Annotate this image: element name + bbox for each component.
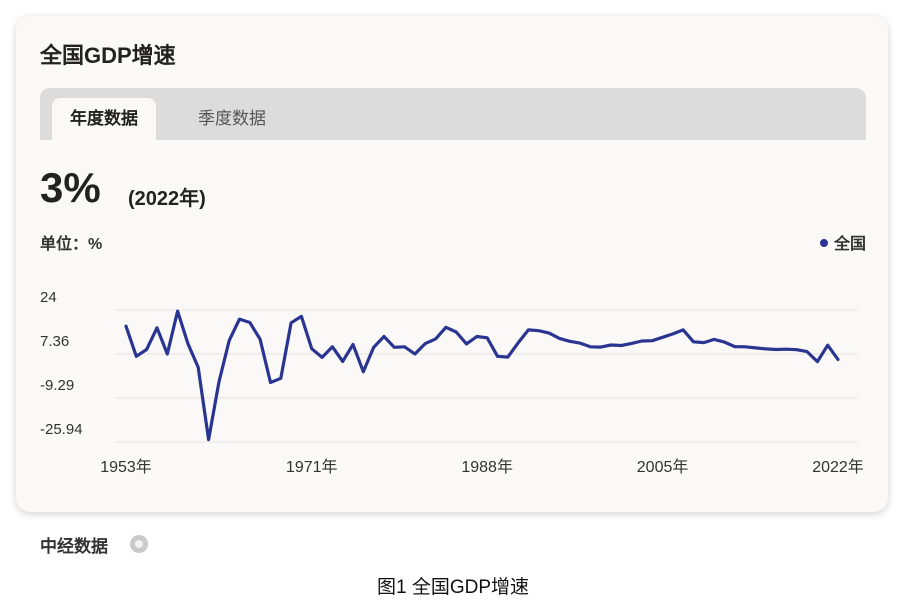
gdp-line-chart: 24 7.36 -9.29 -25.94 1953年 1971年 1988年 2005年 202… [40,289,864,476]
tab-quarterly-data[interactable]: 季度数据 [198,109,266,128]
x-tick-label: 1988年 [461,458,513,476]
tab-annual-data[interactable]: 年度数据 [52,98,156,140]
gdp-growth-card: 全国GDP增速 年度数据 季度数据 3% (2022年) 单位：% 全国 24 7… [16,16,888,512]
legend-marker [819,238,828,247]
y-tick-label: 7.36 [40,333,69,350]
card-title: 全国GDP增速 [40,43,176,68]
x-tick-label: 2005年 [637,458,689,476]
y-tick-label: 24 [40,289,57,306]
y-tick-label: -9.29 [40,377,74,394]
unit-label: 单位：% [40,236,103,253]
headline-value: 3% [40,164,101,211]
x-tick-label: 1953年 [100,458,152,476]
tab-bar: 年度数据 季度数据 [40,88,866,140]
legend-label: 全国 [833,236,866,253]
source-label: 中经数据 [40,537,108,556]
headline-year: (2022年) [128,188,206,210]
info-icon[interactable] [130,535,148,553]
y-tick-label: -25.94 [40,421,83,438]
x-tick-label: 1971年 [286,458,338,476]
series-line-national [124,309,840,442]
figure-caption: 图1 全国GDP增速 [376,577,530,598]
x-tick-label: 2022年 [812,458,864,476]
legend[interactable]: 全国 [819,230,866,254]
